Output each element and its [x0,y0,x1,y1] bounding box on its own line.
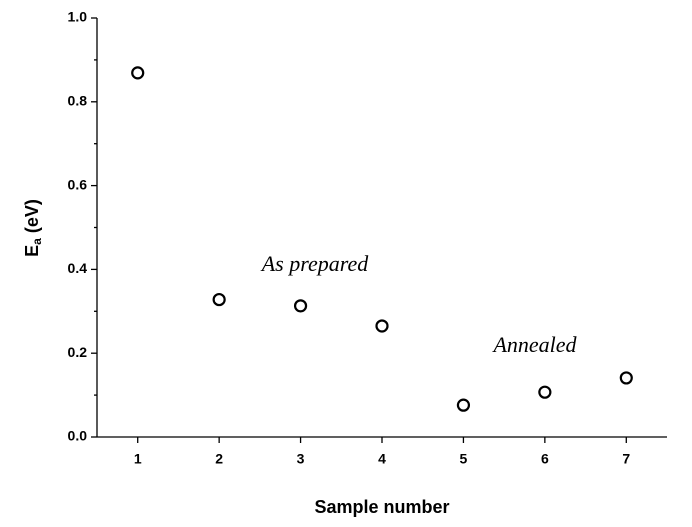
y-axis-title: Ea (eV) [22,199,44,257]
annotation: As prepared [260,251,370,276]
point [293,299,308,313]
point [131,66,145,80]
annotation: Annealed [491,332,577,357]
y-axis-title-main: E [22,245,42,257]
y-axis-title-unit: (eV) [22,199,42,233]
point [456,398,471,412]
point [619,371,633,385]
y-tick-label: 0.8 [68,93,88,109]
x-tick-label: 7 [622,451,630,467]
point [212,292,226,307]
y-axis-title-sub: a [30,238,44,245]
x-tick-label: 3 [297,451,305,467]
y-tick-label: 0.2 [68,344,88,360]
x-tick-label: 5 [460,451,468,467]
x-axis-title: Sample number [314,497,449,517]
point [375,319,389,333]
x-tick-label: 2 [215,451,223,467]
y-tick-label: 0.6 [68,176,88,192]
point [538,385,552,399]
x-tick-label: 1 [134,451,142,467]
y-tick-label: 1.0 [68,9,88,25]
y-tick-label: 0.4 [68,260,88,276]
y-tick-label: 0.0 [68,428,88,444]
x-tick-label: 4 [378,451,386,467]
x-tick-label: 6 [541,451,549,467]
